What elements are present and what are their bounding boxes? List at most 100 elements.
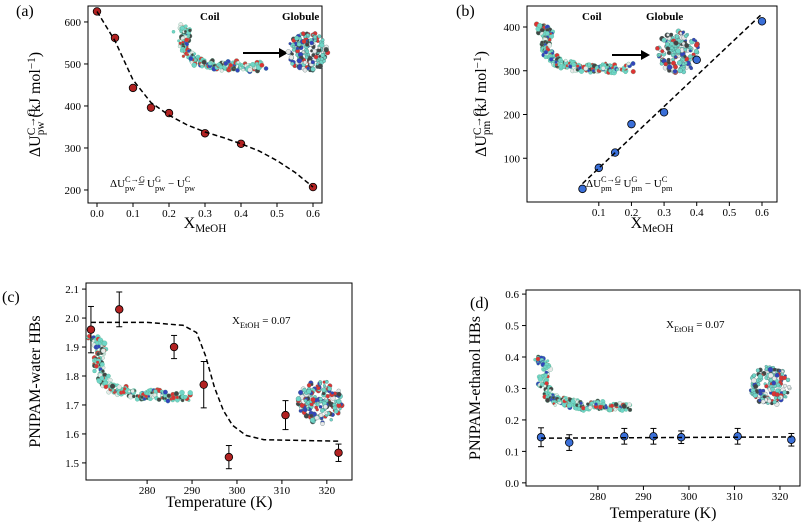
label-text: XMeOH (631, 215, 674, 235)
x-tick-label: 300 (229, 485, 246, 497)
atom (548, 57, 554, 62)
atom (320, 38, 325, 42)
atom (306, 383, 312, 388)
atom (543, 365, 547, 369)
annotation: Globule (646, 11, 683, 23)
atom (303, 60, 307, 65)
atom (302, 67, 308, 73)
atom (787, 385, 792, 390)
atom (324, 47, 328, 52)
atom (674, 34, 680, 39)
atom (768, 372, 774, 379)
atom (666, 33, 670, 37)
atom (309, 40, 314, 46)
atom (259, 62, 265, 68)
atom (101, 369, 105, 374)
atom (329, 418, 333, 422)
atom (764, 384, 769, 389)
y-axis-label: −1 (26, 57, 38, 69)
atom (191, 62, 197, 68)
label-text: Coil (582, 11, 602, 23)
globule-molecule (748, 364, 792, 407)
coil-molecule (533, 354, 633, 413)
globule-molecule (295, 379, 345, 426)
atom (170, 395, 176, 401)
atom (682, 65, 686, 69)
atom (674, 55, 678, 59)
atom (683, 47, 688, 52)
atom (755, 368, 760, 373)
y-tick-label: 2.0 (65, 313, 79, 325)
panel-label: (c) (2, 289, 20, 306)
atom (627, 407, 633, 412)
atom (563, 58, 568, 63)
annotation: EtOH (674, 325, 694, 334)
atom (537, 376, 544, 382)
point (692, 55, 701, 65)
y-axis-label: −1 (472, 56, 484, 68)
atom (301, 39, 307, 44)
atom (537, 23, 543, 29)
atom (296, 58, 303, 64)
y-axis-label: C→G (26, 109, 38, 136)
atom (313, 54, 319, 60)
x-tick-label: 0.6 (306, 208, 320, 220)
atom (96, 344, 101, 349)
annotation: Coil (582, 11, 602, 23)
atom (613, 407, 618, 412)
atom (327, 386, 332, 392)
point (733, 432, 742, 441)
atom (106, 373, 111, 379)
atom (96, 352, 100, 356)
atom (201, 59, 207, 65)
atom (543, 384, 547, 388)
atom (321, 387, 327, 393)
atom (305, 33, 310, 37)
x-tick-label: 0.1 (592, 207, 606, 219)
annotation: pm (601, 184, 612, 193)
x-tick-label: 290 (635, 491, 652, 503)
atom (683, 54, 687, 59)
atom (666, 50, 672, 55)
atom (778, 380, 783, 384)
annotation: pw (155, 184, 166, 193)
atom (764, 367, 769, 371)
atom (188, 56, 194, 62)
atom (179, 389, 185, 396)
atom (575, 64, 580, 68)
atom (607, 407, 613, 413)
y-tick-label: 1.9 (65, 342, 79, 354)
atom (175, 395, 180, 400)
atom (554, 60, 558, 64)
atom (222, 65, 227, 70)
x-tick-label: 0.2 (625, 207, 639, 219)
x-tick-label: 320 (772, 491, 789, 503)
y-tick-label: 0.0 (505, 478, 519, 490)
atom (292, 45, 296, 48)
y-tick-label: 0.3 (505, 383, 519, 395)
y-axis-label: (kJ mol (473, 68, 490, 121)
atom (566, 403, 572, 409)
annotation: ΔU (110, 178, 125, 190)
point (620, 432, 629, 441)
atom (577, 404, 581, 407)
atom (177, 39, 181, 43)
y-tick-label: 600 (65, 17, 82, 29)
atom (263, 66, 269, 71)
y-axis-label: pw (35, 121, 47, 136)
atom (250, 62, 255, 67)
atom (752, 390, 756, 395)
label-text: PNIPAM-ethanol HBs (467, 316, 484, 460)
atom (318, 413, 324, 418)
y-tick-label: 400 (504, 22, 521, 34)
atom (295, 396, 302, 402)
y-tick-label: 300 (504, 66, 521, 78)
x-tick-label: 310 (726, 491, 743, 503)
atom (303, 398, 308, 403)
point (649, 432, 658, 441)
atom (327, 400, 332, 405)
atom (760, 399, 766, 405)
annotation: = 0.07 (260, 315, 291, 327)
atom (751, 373, 757, 378)
atom (670, 60, 676, 66)
